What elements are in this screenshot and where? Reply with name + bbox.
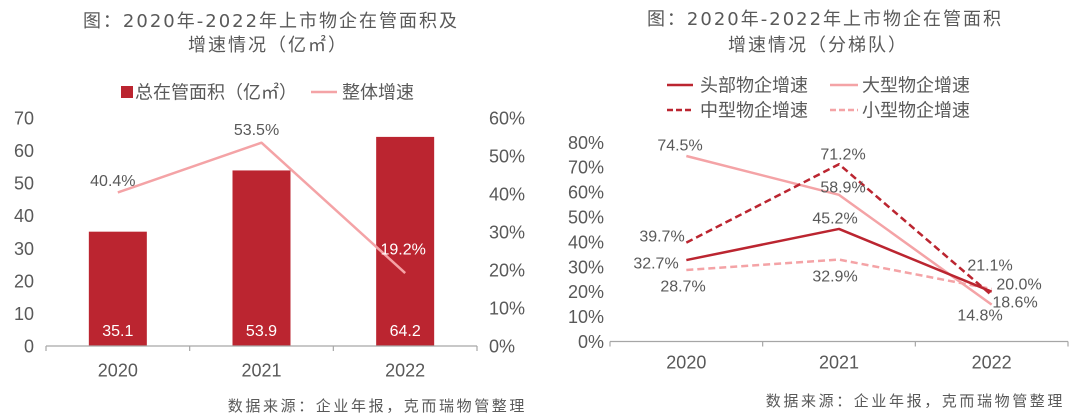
y-axis-tick-label: 40 (14, 206, 34, 226)
legend-swatch-bar (121, 86, 133, 98)
bar-data-label: 35.1 (102, 323, 133, 340)
y-axis-tick-label: 60% (568, 183, 604, 203)
line-small (686, 258, 992, 291)
data-label-small: 32.9% (812, 269, 857, 286)
y2-axis-tick-label: 50% (489, 147, 525, 167)
line-top-tier (686, 227, 993, 293)
legend-label-overall-growth: 整体增速 (342, 83, 414, 104)
bar-2021 (232, 170, 291, 346)
line-medium (685, 162, 993, 297)
y-axis-tick-label: 70% (568, 158, 604, 178)
data-label-large: 58.9% (820, 180, 865, 197)
x-axis-tick-label: 2022 (972, 353, 1012, 373)
bar-data-label: 53.9 (246, 323, 277, 340)
y2-axis-tick-label: 0% (489, 337, 515, 357)
y-axis-tick-label: 40% (568, 232, 604, 252)
bar-data-label: 64.2 (390, 323, 421, 340)
y-axis-tick-label: 30 (14, 239, 34, 259)
y2-axis-tick-label: 10% (489, 299, 525, 319)
data-label-medium: 71.2% (820, 147, 865, 164)
x-axis-tick-label: 2021 (241, 361, 281, 381)
y-axis-tick-label: 60 (14, 141, 34, 161)
data-label-medium: 39.7% (639, 229, 684, 246)
legend-label-top-tier: 头部物企增速 (700, 76, 808, 97)
y-axis-tick-label: 10% (568, 307, 604, 327)
x-axis-tick-label: 2020 (98, 361, 138, 381)
chart-title-line-1: 图：2020年-2022年上市物企在管面积 (647, 9, 1003, 30)
y-axis-tick-label: 30% (568, 257, 604, 277)
legend-label-small: 小型物企增速 (862, 101, 970, 122)
y2-axis-tick-label: 40% (489, 185, 525, 205)
data-label-top-tier: 45.2% (812, 211, 857, 228)
chart-growth-by-tier: 图：2020年-2022年上市物企在管面积 增速情况（分梯队） 头部物企增速 大… (568, 9, 1069, 410)
source-note: 数据来源：企业年报，克而瑞物管整理 (228, 397, 527, 415)
y-axis-tick-label: 10 (14, 304, 34, 324)
growth-data-label: 19.2% (380, 242, 425, 259)
y2-axis-tick-label: 30% (489, 223, 525, 243)
y2-axis-tick-label: 60% (489, 109, 525, 129)
legend-label-total-area: 总在管面积（亿㎡） (135, 82, 297, 104)
y-axis-tick-label: 50 (14, 174, 34, 194)
source-note: 数据来源：企业年报，克而瑞物管整理 (766, 392, 1065, 410)
y-axis-tick-label: 20 (14, 271, 34, 291)
line-large (686, 154, 993, 306)
data-label-top-tier: 20.0% (996, 277, 1041, 294)
legend-label-large: 大型物企增速 (862, 76, 970, 97)
bar-2020 (88, 231, 147, 346)
plot-area: 0 10 20 30 40 50 60 70 0% 10% 20% 30% 40% 50% 60% 35.1 5… (14, 109, 525, 381)
y2-axis-tick-label: 20% (489, 261, 525, 281)
x-axis-tick-label: 2021 (819, 353, 859, 373)
legend-label-medium: 中型物企增速 (700, 101, 808, 122)
legend: 总在管面积（亿㎡） 整体增速 (121, 82, 414, 104)
y-axis-tick-label: 0% (578, 332, 604, 352)
y-axis-tick-label: 0 (24, 337, 34, 357)
chart-title-line-2: 增速情况（分梯队） (728, 35, 908, 56)
chart-total-area: 图：2020年-2022年上市物企在管面积及 增速情况（亿㎡） 总在管面积（亿㎡… (14, 11, 527, 415)
data-label-large: 14.8% (957, 308, 1002, 325)
data-label-small: 21.1% (967, 258, 1012, 275)
chart-title-line-2: 增速情况（亿㎡） (188, 34, 348, 56)
legend: 头部物企增速 大型物企增速 中型物企增速 小型物企增速 (667, 76, 970, 122)
y-axis-tick-label: 70 (14, 109, 34, 129)
x-axis-tick-label: 2022 (385, 361, 425, 381)
growth-data-label: 53.5% (234, 122, 279, 139)
growth-data-label: 40.4% (90, 173, 135, 190)
x-axis-tick-label: 2020 (666, 353, 706, 373)
data-label-top-tier: 32.7% (633, 256, 678, 273)
data-label-large: 74.5% (657, 138, 702, 155)
bar-2022 (376, 136, 435, 346)
y-axis-tick-label: 20% (568, 282, 604, 302)
data-label-medium: 18.6% (992, 295, 1037, 312)
chart-title-line-1: 图：2020年-2022年上市物企在管面积及 (83, 11, 459, 32)
data-label-small: 28.7% (660, 279, 705, 296)
plot-area: 0% 10% 20% 30% 40% 50% 60% 70% 80% 2020 2021 2022 32… (568, 133, 1069, 373)
y-axis-tick-label: 80% (568, 133, 604, 153)
y-axis-tick-label: 50% (568, 208, 604, 228)
